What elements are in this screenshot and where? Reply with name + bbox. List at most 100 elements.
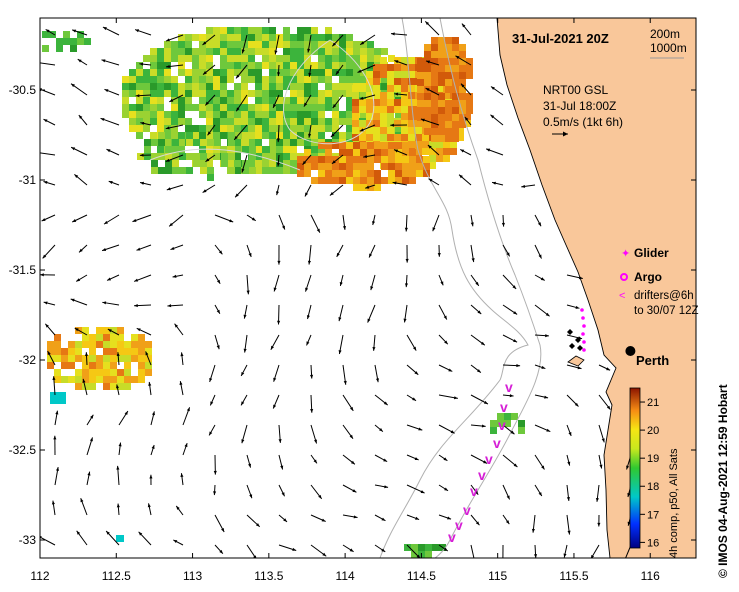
colorbar-tick-label: 20 <box>647 425 659 437</box>
sst-pixel <box>255 83 262 90</box>
sst-pixel <box>276 97 283 104</box>
sst-pixel <box>82 383 89 390</box>
sst-pixel <box>186 153 193 160</box>
current-arrow <box>406 424 423 431</box>
sst-pixel <box>122 111 129 118</box>
sst-pixel <box>360 111 367 118</box>
sst-pixel <box>339 142 346 149</box>
sst-pixel <box>452 114 459 121</box>
sst-pixel <box>283 69 290 76</box>
sst-pixel <box>380 57 387 64</box>
sst-pixel <box>193 153 200 160</box>
sst-pixel <box>131 341 138 348</box>
sst-pixel <box>157 111 164 118</box>
sst-pixel <box>452 93 459 100</box>
sst-pixel <box>151 167 158 174</box>
sst-pixel <box>136 132 143 139</box>
current-arrow <box>214 514 225 533</box>
sst-pixel <box>373 78 380 85</box>
sst-pixel <box>325 55 332 62</box>
sst-pixel <box>297 69 304 76</box>
sst-pixel <box>171 132 178 139</box>
current-arrow <box>566 274 583 280</box>
sst-pixel <box>352 92 359 99</box>
sst-pixel <box>346 149 353 156</box>
current-arrow <box>566 514 571 535</box>
sst-pixel <box>283 132 290 139</box>
sst-pixel <box>318 76 325 83</box>
sst-pixel <box>325 69 332 76</box>
sst-pixel <box>415 127 422 134</box>
sst-pixel <box>241 48 248 55</box>
sst-pixel <box>178 55 185 62</box>
current-arrow <box>428 178 440 186</box>
current-arrow <box>273 274 280 292</box>
sst-pixel <box>234 83 241 90</box>
current-arrow <box>116 352 120 366</box>
sst-pixel <box>443 155 450 162</box>
sst-pixel <box>388 55 395 62</box>
sst-pixel <box>89 369 96 376</box>
sst-pixel <box>192 55 199 62</box>
sst-pixel <box>431 93 438 100</box>
legend: ✦ Glider Argo < drifters@6h to 30/07 12Z <box>619 246 699 317</box>
sst-pixel <box>110 376 117 383</box>
sst-pixel <box>417 65 424 72</box>
sst-pixel <box>255 111 262 118</box>
sst-pixel <box>172 146 179 153</box>
current-arrow <box>470 244 475 263</box>
sst-pixel <box>269 139 276 146</box>
sst-pixel <box>304 69 311 76</box>
current-arrow <box>278 514 288 523</box>
sst-pixel <box>110 341 117 348</box>
sst-pixel <box>136 97 143 104</box>
sst-pixel <box>417 114 424 121</box>
sst-pixel <box>241 111 248 118</box>
current-arrow <box>502 274 517 290</box>
sst-pixel <box>374 177 381 184</box>
sst-pixel <box>234 160 241 167</box>
sst-pixel <box>353 76 360 83</box>
current-arrow <box>374 514 386 522</box>
sst-pixel <box>332 55 339 62</box>
sst-pixel <box>283 62 290 69</box>
sst-pixel <box>380 127 387 134</box>
sst-pixel <box>290 55 297 62</box>
sst-pixel <box>178 41 185 48</box>
sst-pixel <box>110 334 117 341</box>
sst-pixel <box>360 184 367 191</box>
sst-pixel <box>304 83 311 90</box>
sst-pixel <box>150 104 157 111</box>
sst-pixel <box>185 55 192 62</box>
sst-pixel <box>387 106 394 113</box>
colorbar-ticks: 21 20 19 18 17 16 <box>640 397 659 549</box>
sst-pixel <box>276 139 283 146</box>
sst-pixel <box>290 90 297 97</box>
sst-pixel <box>395 170 402 177</box>
current-arrow <box>566 364 582 370</box>
sst-pixel <box>283 48 290 55</box>
x-tick-label: 115.5 <box>559 569 588 583</box>
current-arrow <box>372 334 376 351</box>
sst-pixel <box>220 111 227 118</box>
sst-pixel <box>248 139 255 146</box>
current-arrow <box>246 484 253 499</box>
sst-pixel <box>269 41 276 48</box>
current-arrow <box>278 484 286 497</box>
sst-pixel <box>318 34 325 41</box>
current-arrow <box>425 60 440 66</box>
sst-pixel <box>297 139 304 146</box>
sst-pixel <box>367 156 374 163</box>
sst-pixel <box>145 348 152 355</box>
current-arrow <box>595 484 600 502</box>
sst-pixel <box>129 76 136 83</box>
sst-pixel <box>213 111 220 118</box>
y-axis-ticks: -30.5 -31 -31.5 -32 -32.5 -33 <box>9 83 696 547</box>
sst-pixel <box>424 93 431 100</box>
sst-pixel <box>346 163 353 170</box>
sst-pixel <box>339 41 346 48</box>
sst-pixel <box>234 125 241 132</box>
sst-pixel <box>497 413 504 420</box>
sst-pixel <box>339 90 346 97</box>
